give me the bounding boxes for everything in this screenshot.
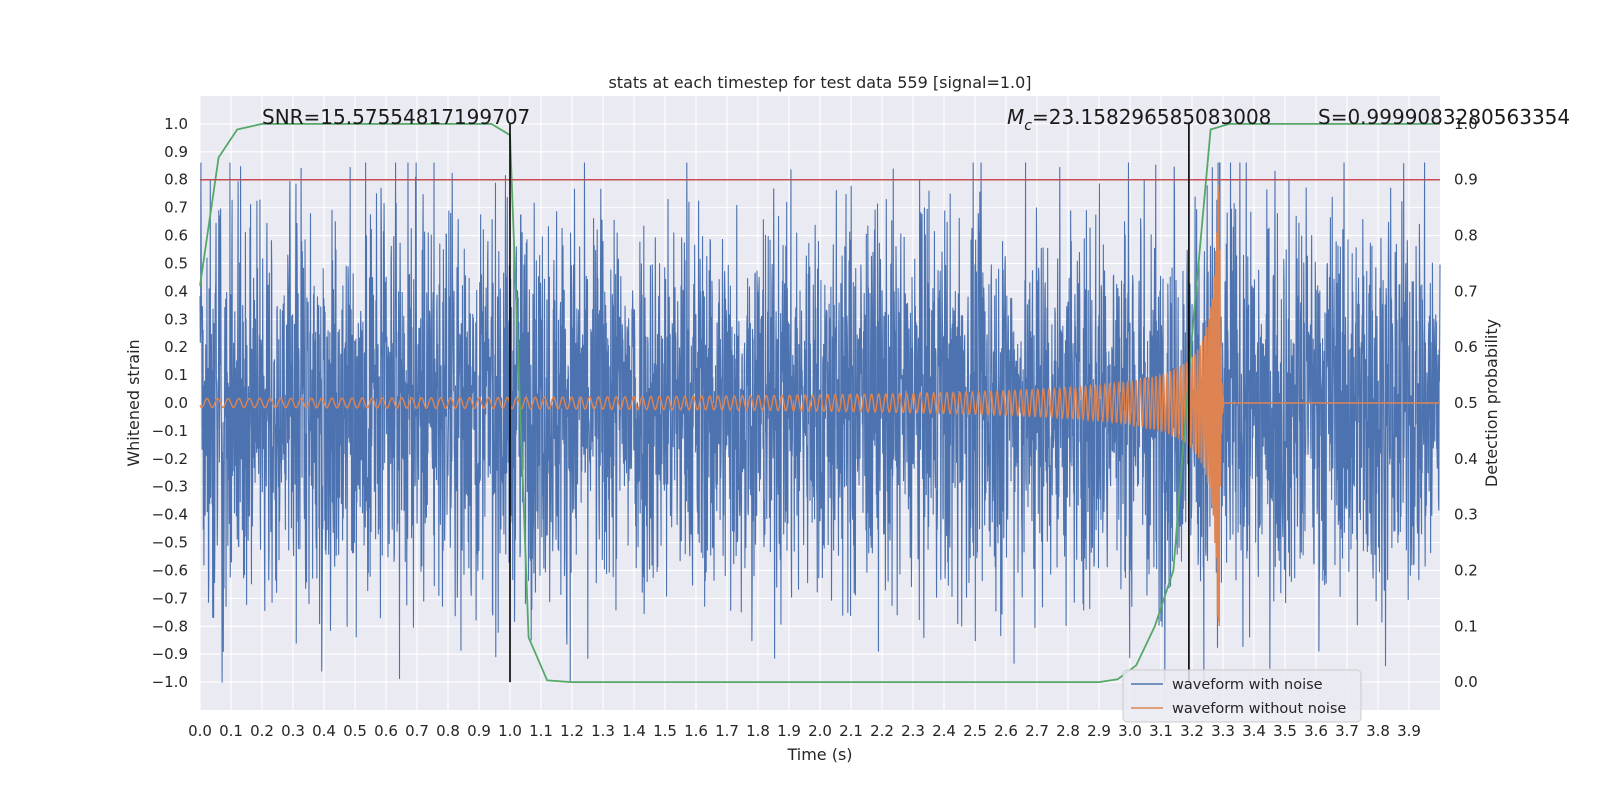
y-right-tick-label: 0.6 — [1454, 338, 1478, 356]
x-tick-label: 3.7 — [1335, 722, 1359, 740]
x-tick-label: 2.2 — [870, 722, 894, 740]
x-tick-label: 3.5 — [1273, 722, 1297, 740]
x-tick-label: 1.3 — [591, 722, 615, 740]
y-left-tick-label: −0.2 — [152, 450, 188, 468]
x-tick-label: 2.7 — [1025, 722, 1049, 740]
y-left-tick-label: 0.0 — [164, 394, 188, 412]
x-tick-label: 0.9 — [467, 722, 491, 740]
y-axis-label-right: Detection probability — [1482, 319, 1501, 487]
x-tick-label: 3.8 — [1366, 722, 1390, 740]
clean-waveform-line — [199, 185, 1440, 626]
y-left-tick-label: 0.1 — [164, 366, 188, 384]
y-left-tick-label: −0.7 — [152, 589, 188, 607]
y-left-tick-label: −0.3 — [152, 478, 188, 496]
x-tick-label: 2.6 — [994, 722, 1018, 740]
y-right-tick-label: 0.7 — [1454, 282, 1478, 300]
x-tick-label: 3.2 — [1180, 722, 1204, 740]
x-tick-label: 3.4 — [1242, 722, 1266, 740]
legend-box — [1122, 669, 1362, 723]
x-tick-label: 0.2 — [250, 722, 274, 740]
series-detection-probability — [199, 123, 1440, 683]
x-tick-label: 0.0 — [188, 722, 212, 740]
x-tick-label: 1.2 — [560, 722, 584, 740]
probability-line — [199, 123, 1440, 683]
x-tick-label: 2.8 — [1056, 722, 1080, 740]
x-tick-label: 2.0 — [808, 722, 832, 740]
x-tick-label: 1.0 — [498, 722, 522, 740]
x-tick-label: 1.5 — [653, 722, 677, 740]
x-tick-label: 2.1 — [839, 722, 863, 740]
x-tick-labels: 0.0 0.1 0.2 0.3 0.4 0.5 0.6 0.7 0.8 0.9 1.0 1.1 1.2 1… — [188, 722, 1421, 740]
y-right-tick-label: 0.3 — [1454, 506, 1478, 524]
y-right-tick-label: 0.1 — [1454, 617, 1478, 635]
chirp-mass-subscript: c — [1024, 118, 1032, 134]
chart-title: stats at each timestep for test data 559… — [608, 73, 1031, 92]
y-left-tick-label: −0.8 — [152, 617, 188, 635]
snr-annotation: SNR=15.57554817199707 — [262, 105, 530, 129]
score-annotation: S=0.9999083280563354 — [1318, 105, 1570, 129]
reference-lines — [200, 123, 1440, 683]
y-right-tick-label: 0.0 — [1454, 673, 1478, 691]
y-left-tick-label: 0.6 — [164, 227, 188, 245]
y-right-tick-label: 0.9 — [1454, 171, 1478, 189]
x-tick-label: 1.1 — [529, 722, 553, 740]
y-right-tick-labels: 0.0 0.1 0.2 0.3 0.4 0.5 0.6 0.7 0.8 0.9 1.0 — [1454, 115, 1478, 691]
y-left-tick-label: 0.9 — [164, 143, 188, 161]
series-waveform-without-noise — [199, 185, 1440, 626]
y-left-tick-label: −1.0 — [152, 673, 188, 691]
y-right-tick-label: 0.2 — [1454, 561, 1478, 579]
legend-label-clean: waveform without noise — [1172, 701, 1346, 717]
y-left-tick-label: 1.0 — [164, 115, 188, 133]
y-left-tick-label: −0.4 — [152, 506, 188, 524]
x-tick-label: 1.6 — [684, 722, 708, 740]
x-tick-label: 1.7 — [715, 722, 739, 740]
x-tick-label: 0.3 — [281, 722, 305, 740]
y-left-tick-label: 0.7 — [164, 199, 188, 217]
noise-waveform-line — [199, 162, 1441, 683]
y-left-tick-labels: −1.0 −0.9 −0.8 −0.7 −0.6 −0.5 −0.4 −0.3 −0.2 −0.1… — [152, 115, 188, 691]
y-left-tick-label: 0.4 — [164, 282, 188, 300]
x-tick-label: 1.8 — [746, 722, 770, 740]
series-waveform-with-noise — [199, 162, 1441, 683]
chirp-mass-symbol: M — [1007, 105, 1024, 129]
legend: waveform with noise waveform without noi… — [1122, 669, 1362, 723]
x-tick-label: 3.6 — [1304, 722, 1328, 740]
x-tick-label: 1.9 — [777, 722, 801, 740]
x-tick-label: 0.6 — [374, 722, 398, 740]
chirp-mass-value: =23.158296585083008 — [1032, 105, 1271, 129]
y-axis-label-left: Whitened strain — [124, 339, 143, 466]
y-left-tick-label: −0.1 — [152, 422, 188, 440]
x-tick-label: 3.9 — [1397, 722, 1421, 740]
x-tick-label: 2.9 — [1087, 722, 1111, 740]
x-tick-label: 2.3 — [901, 722, 925, 740]
x-tick-label: 0.7 — [405, 722, 429, 740]
x-axis-label: Time (s) — [786, 745, 852, 764]
x-tick-label: 0.5 — [343, 722, 367, 740]
x-tick-label: 1.4 — [622, 722, 646, 740]
legend-label-noise: waveform with noise — [1172, 677, 1323, 693]
y-right-tick-label: 1.0 — [1454, 115, 1478, 133]
y-left-tick-label: 0.2 — [164, 338, 188, 356]
y-left-tick-label: 0.5 — [164, 254, 188, 272]
y-left-tick-label: −0.9 — [152, 645, 188, 663]
y-right-tick-label: 0.5 — [1454, 394, 1478, 412]
x-tick-label: 3.3 — [1211, 722, 1235, 740]
y-right-tick-label: 0.4 — [1454, 450, 1478, 468]
y-left-tick-label: 0.8 — [164, 171, 188, 189]
y-left-tick-label: −0.6 — [152, 561, 188, 579]
x-tick-label: 0.1 — [219, 722, 243, 740]
y-left-tick-label: 0.3 — [164, 310, 188, 328]
x-tick-label: 0.8 — [436, 722, 460, 740]
y-left-tick-label: −0.5 — [152, 534, 188, 552]
chirp-mass-annotation: Mc=23.158296585083008 — [1007, 105, 1271, 134]
y-right-tick-label: 0.8 — [1454, 227, 1478, 245]
x-tick-label: 3.1 — [1149, 722, 1173, 740]
x-tick-label: 0.4 — [312, 722, 336, 740]
x-tick-label: 2.5 — [963, 722, 987, 740]
x-tick-label: 2.4 — [932, 722, 956, 740]
x-tick-label: 3.0 — [1118, 722, 1142, 740]
